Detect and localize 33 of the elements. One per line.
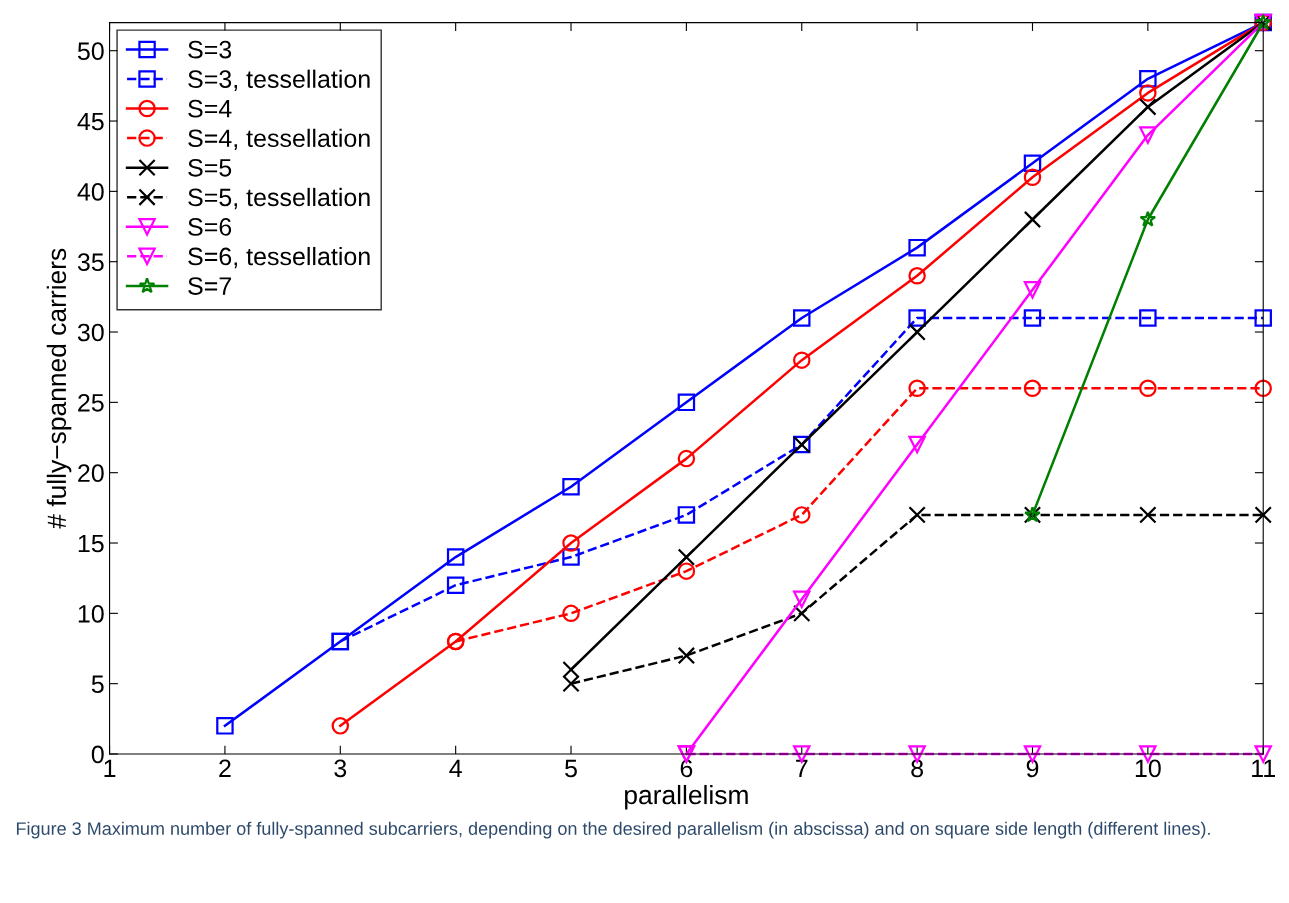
legend-label: S=5, tessellation [188,187,370,210]
legend-label: S=4, tessellation [188,128,370,151]
legend-label: S=7 [188,277,231,295]
x-tick-label: 8 [911,759,923,778]
x-tick-label: 11 [1252,759,1275,777]
x-tick-label: 3 [334,759,347,778]
y-tick-label: 40 [77,182,104,201]
caption: Figure 3 Maximum number of fully-spanned subcarriers, depending on the desired parallelism (in abscissa) and on square side length (different lines). [16,821,1210,839]
x-tick-label: 2 [219,759,231,777]
y-tick-label: 10 [78,604,104,623]
x-tick-label: 6 [680,759,693,778]
x-tick-label: 10 [1135,759,1161,778]
y-tick-label: 50 [77,42,104,61]
y-tick-label: 30 [77,323,104,342]
y-tick-label: 20 [78,464,104,482]
legend-label: S=6 [188,218,232,236]
legend-label: S=6, tessellation [188,246,370,269]
y-tick-label: 15 [78,534,104,553]
y-tick-label: 25 [78,393,104,412]
y-tick-label: 45 [77,112,104,131]
y-tick-label: 0 [91,745,104,764]
x-tick-label: 4 [449,759,462,777]
x-tick-label: 9 [1026,759,1039,778]
y-tick-label: 35 [77,253,104,271]
y-tick-label: 5 [91,675,104,693]
legend-label: S=4 [188,99,232,118]
x-axis-title: parallelism [625,784,748,810]
legend-label: S=3, tessellation [188,69,370,91]
x-tick-label: 5 [565,759,577,778]
y-axis-title: # fully−spanned carriers [46,248,72,529]
x-tick-label: 1 [104,759,116,777]
legend-label: S=3 [188,40,232,59]
legend-label: S=5 [188,158,232,177]
